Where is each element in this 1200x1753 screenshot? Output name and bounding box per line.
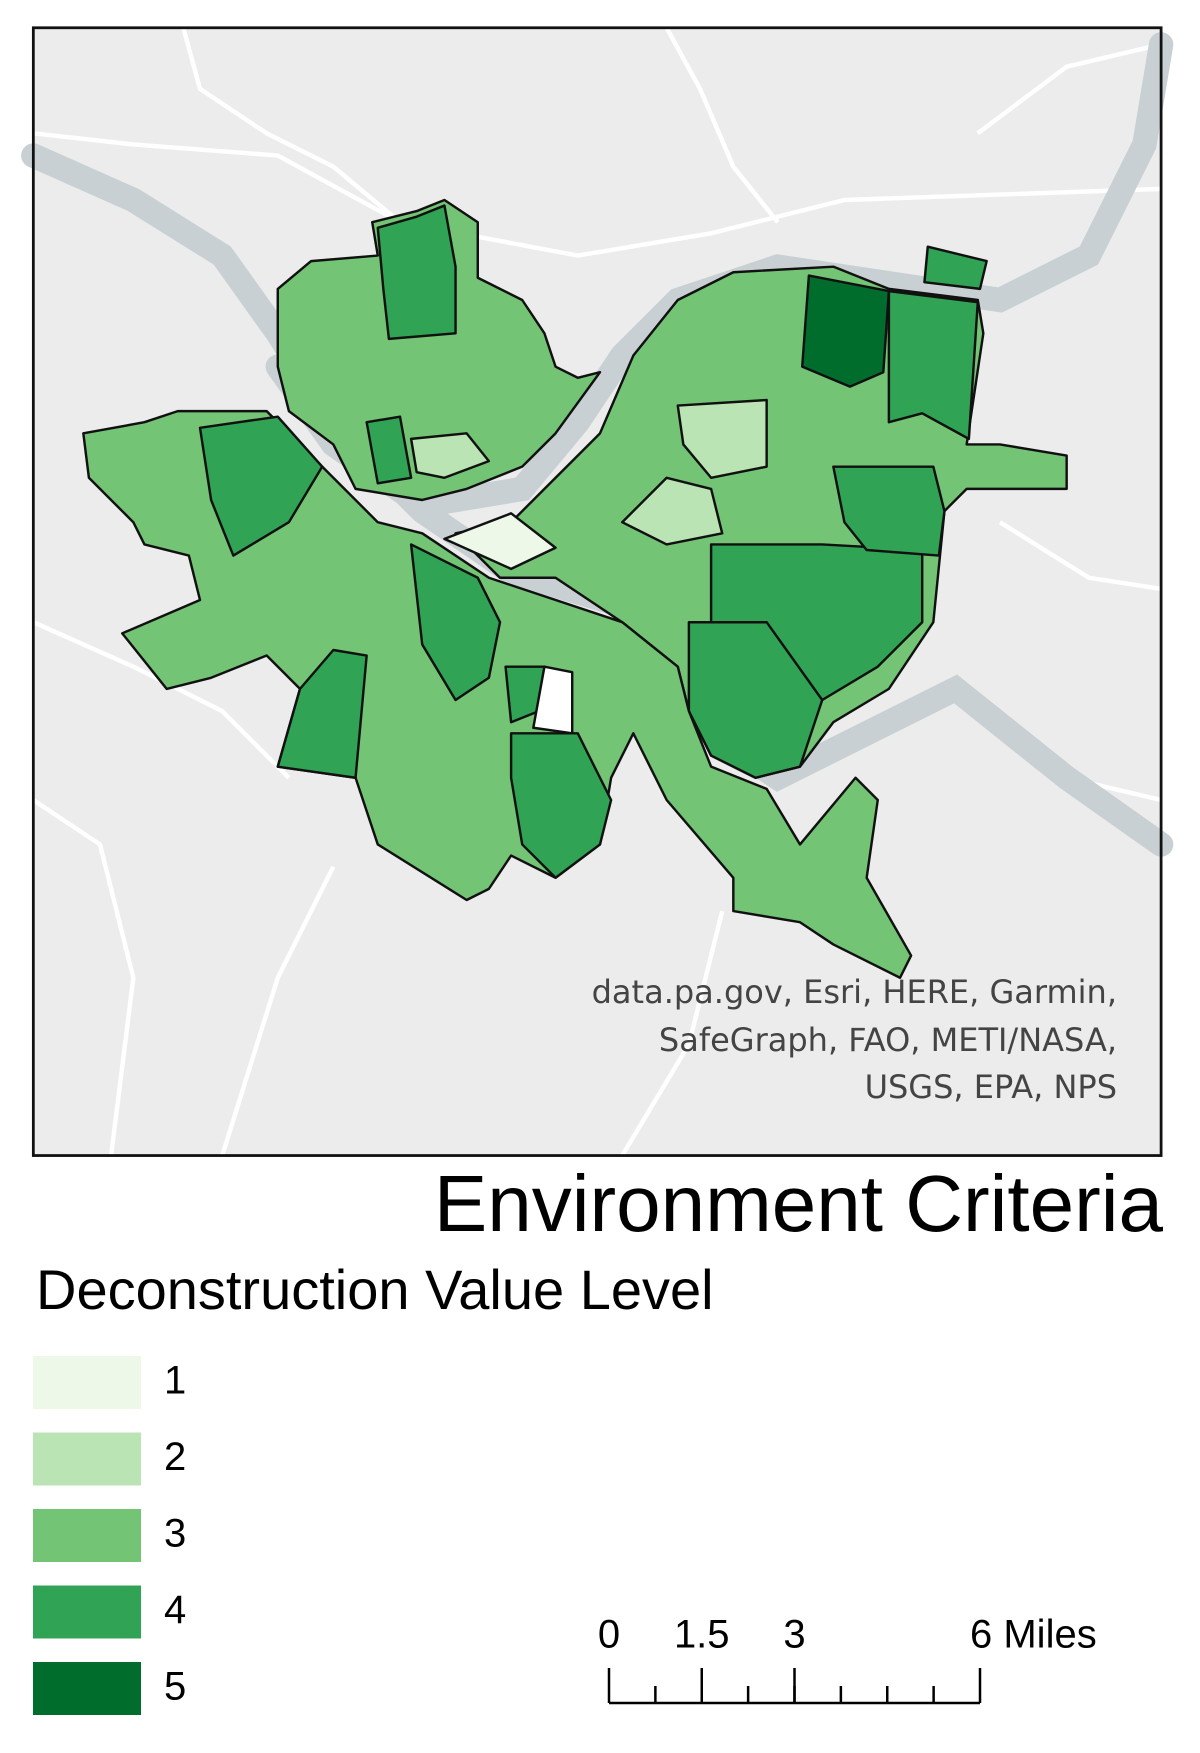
neighborhood [365,415,413,485]
neighborhood [276,648,368,779]
attribution: data.pa.gov, Esri, HERE, Garmin, [592,973,1117,1011]
neighborhood [923,245,988,291]
map-title: Environment Criteria [434,1159,1164,1248]
scale-bar-label: 0 [598,1613,620,1657]
neighborhood [620,476,724,546]
neighborhood [409,543,502,702]
legend-label: 3 [164,1512,186,1556]
attribution: SafeGraph, FAO, METI/NASA, [659,1021,1117,1059]
neighborhood [887,289,979,441]
scale-bar-label: 1.5 [674,1613,730,1657]
legend-swatch [33,1432,141,1486]
neighborhood [409,432,491,479]
neighborhood [676,398,768,479]
legend-title: Deconstruction Value Level [36,1258,714,1321]
neighborhood [443,512,557,571]
neighborhood [376,204,457,341]
excluded-area [532,665,574,735]
legend-label: 5 [164,1665,186,1709]
legend-swatch [33,1356,141,1409]
legend-label: 4 [164,1588,186,1632]
neighborhoods [82,198,1068,979]
attribution: USGS, EPA, NPS [865,1068,1117,1106]
neighborhood [276,198,602,502]
legend-label: 1 [164,1359,186,1403]
legend-swatch [33,1585,141,1639]
scale-bar-label: 3 [783,1613,805,1657]
neighborhood [198,415,324,557]
map-frame [31,26,1163,1157]
neighborhood [800,274,891,388]
legend-swatch [33,1662,141,1715]
map [21,26,1174,1157]
scale-bar-label: 6 Miles [970,1613,1097,1657]
neighborhood [82,409,913,979]
legend-label: 2 [164,1435,186,1479]
neighborhood [832,465,946,557]
legend-swatch [33,1509,141,1562]
neighborhood [509,732,613,879]
